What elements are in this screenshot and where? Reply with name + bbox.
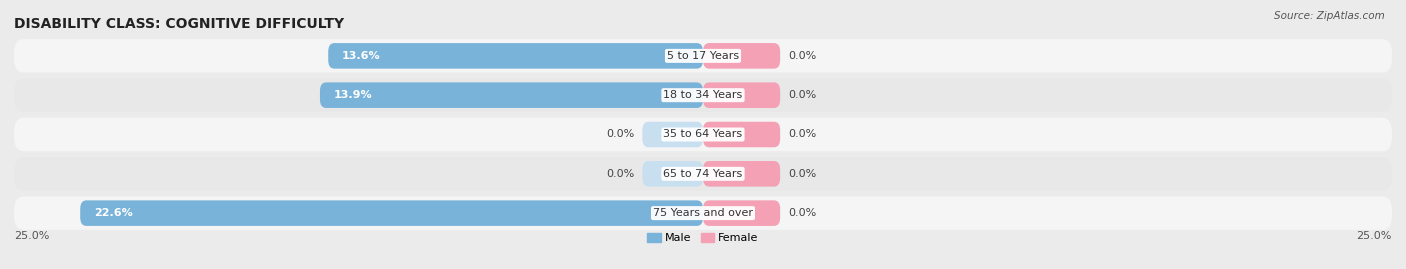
Text: 0.0%: 0.0% [789, 90, 817, 100]
FancyBboxPatch shape [14, 157, 1392, 190]
FancyBboxPatch shape [321, 82, 703, 108]
Text: 65 to 74 Years: 65 to 74 Years [664, 169, 742, 179]
FancyBboxPatch shape [643, 161, 703, 187]
FancyBboxPatch shape [14, 79, 1392, 112]
Text: 0.0%: 0.0% [606, 169, 634, 179]
Text: 22.6%: 22.6% [94, 208, 132, 218]
Text: 5 to 17 Years: 5 to 17 Years [666, 51, 740, 61]
FancyBboxPatch shape [703, 200, 780, 226]
FancyBboxPatch shape [328, 43, 703, 69]
Text: DISABILITY CLASS: COGNITIVE DIFFICULTY: DISABILITY CLASS: COGNITIVE DIFFICULTY [14, 17, 344, 31]
FancyBboxPatch shape [703, 161, 780, 187]
Text: 0.0%: 0.0% [789, 129, 817, 140]
FancyBboxPatch shape [703, 43, 780, 69]
Text: 13.9%: 13.9% [333, 90, 373, 100]
FancyBboxPatch shape [14, 196, 1392, 230]
Text: 0.0%: 0.0% [606, 129, 634, 140]
Text: 18 to 34 Years: 18 to 34 Years [664, 90, 742, 100]
Text: Source: ZipAtlas.com: Source: ZipAtlas.com [1274, 11, 1385, 21]
Text: 0.0%: 0.0% [789, 169, 817, 179]
Text: 13.6%: 13.6% [342, 51, 381, 61]
Text: 25.0%: 25.0% [1357, 231, 1392, 241]
Legend: Male, Female: Male, Female [643, 228, 763, 247]
Text: 75 Years and over: 75 Years and over [652, 208, 754, 218]
FancyBboxPatch shape [80, 200, 703, 226]
Text: 25.0%: 25.0% [14, 231, 49, 241]
FancyBboxPatch shape [703, 122, 780, 147]
Text: 0.0%: 0.0% [789, 51, 817, 61]
Text: 35 to 64 Years: 35 to 64 Years [664, 129, 742, 140]
FancyBboxPatch shape [643, 122, 703, 147]
FancyBboxPatch shape [14, 39, 1392, 73]
Text: 0.0%: 0.0% [789, 208, 817, 218]
FancyBboxPatch shape [14, 118, 1392, 151]
FancyBboxPatch shape [703, 82, 780, 108]
